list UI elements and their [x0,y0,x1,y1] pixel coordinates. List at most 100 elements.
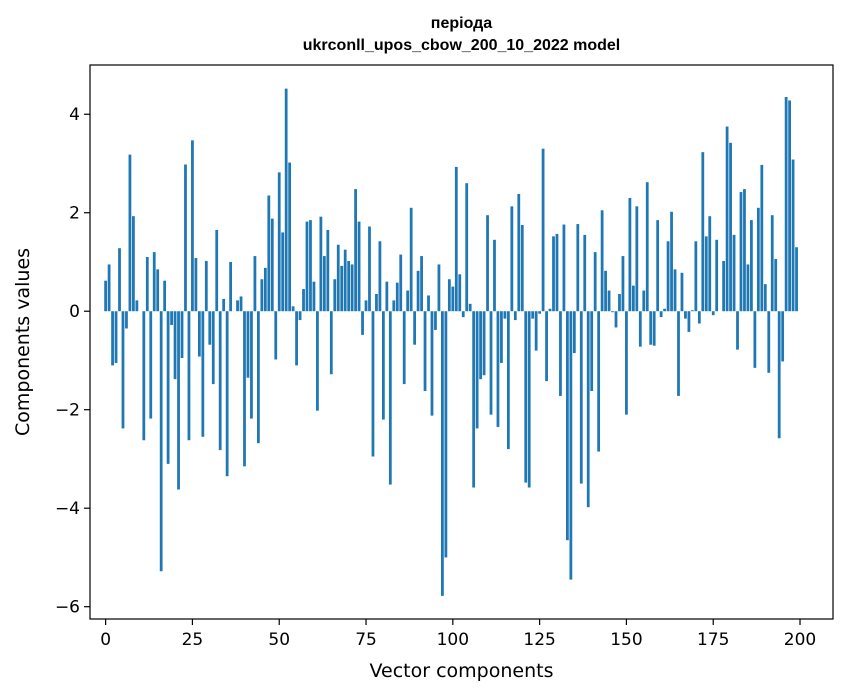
bar [552,236,555,312]
bar [229,261,233,312]
x-tick-label: 175 [697,630,729,650]
bar [125,311,128,329]
bar [638,311,642,347]
bar [642,290,646,312]
bar [465,183,469,312]
bar [684,311,687,319]
bar [322,256,326,312]
bar [402,311,406,385]
bar [513,311,517,321]
bar [270,218,274,312]
bar [611,311,614,313]
bar [246,311,250,378]
bar [371,311,375,457]
bar [475,311,479,429]
bar [274,311,278,360]
bar [788,100,791,312]
bar [420,256,423,312]
bar [194,258,198,312]
bar [604,270,607,312]
bar [635,206,639,312]
bar [739,192,743,312]
bar [347,260,351,312]
bar [243,311,246,467]
bar [468,303,472,312]
bar [656,220,660,312]
bar [375,293,378,312]
bar [545,311,548,382]
bar [309,220,312,312]
bar [441,311,444,596]
bar [621,256,625,312]
bar [527,311,531,488]
bar [260,279,264,312]
bar [354,189,357,312]
bar [208,311,212,345]
bar [694,241,698,312]
bar [482,311,486,376]
bar [732,234,736,312]
y-tick-label: 4 [69,105,80,125]
bar [333,279,337,312]
bar [298,311,302,321]
bar [566,311,569,541]
x-tick-label: 25 [182,630,204,650]
bar [576,224,580,312]
bar [510,206,514,312]
bar [697,311,701,324]
bar [795,247,798,312]
bar [222,298,226,312]
bar [652,311,656,346]
bar [770,215,774,312]
bar [666,241,670,312]
bar [163,280,167,312]
bar [711,311,715,316]
chart-title-line: ukrconll_upos_cbow_200_10_2022 model [303,37,620,54]
bar [350,264,354,312]
bar [569,311,573,580]
bar [145,257,149,312]
bar [409,207,413,312]
bar [767,311,771,373]
bar [399,254,403,312]
bar [434,311,437,330]
bar [211,311,215,385]
bar [312,281,316,312]
bar [114,311,118,363]
bar [239,296,243,312]
bar [701,152,705,312]
bar [489,311,493,415]
bar [444,311,448,558]
bar [524,311,528,483]
bar [395,282,399,312]
bar [645,182,649,312]
y-axis-ticks: −6 −4 −2 0 2 4 [55,105,90,618]
bar [250,311,253,419]
x-tick-label: 75 [355,630,377,650]
bar [215,229,219,312]
bar [267,195,271,312]
bar [680,272,684,312]
bar [614,311,618,328]
bar [590,311,594,391]
y-axis-label: Components values [12,248,34,436]
bar [336,244,340,312]
bar [368,226,371,312]
bar [750,220,753,312]
bar [628,197,632,312]
bar [743,189,746,312]
bar [170,311,173,326]
bar [579,311,583,484]
bar [277,172,281,312]
bar [572,311,576,354]
bar [388,311,392,485]
bar [177,311,180,490]
bar [142,311,146,441]
bar [316,311,319,411]
bar [763,284,767,312]
bar [427,295,430,312]
bar [357,221,361,312]
bar [461,311,465,318]
bar [288,162,292,312]
bar [760,164,764,312]
